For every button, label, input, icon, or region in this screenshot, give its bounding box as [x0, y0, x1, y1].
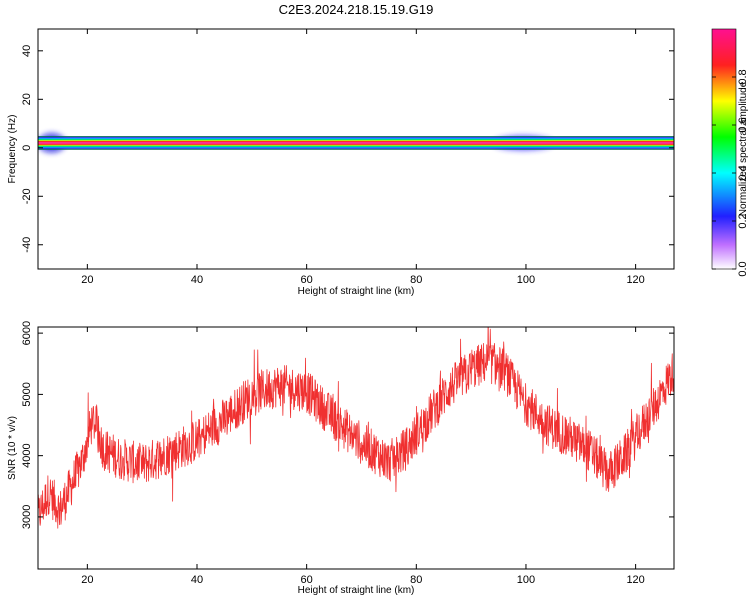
spectrogram-y-axis: -40 -20 0 20 40: [21, 45, 674, 253]
colorbar-tick-label: 0.2: [737, 213, 749, 228]
colorbar-tick-label: 0.8: [737, 69, 749, 84]
figure-title: C2E3.2024.218.15.19.G19: [279, 2, 434, 17]
spectrogram-frame: [37, 28, 675, 270]
spectrogram-x-axis: 20 40 60 80 100 120: [81, 29, 645, 286]
spectrogram-plot-area: [38, 133, 674, 153]
snr-x-axis: 20 40 60 80 100 120: [81, 327, 645, 586]
spectrogram-x-tick-label: 40: [191, 274, 203, 286]
spectrogram-y-axis-label: Frequency (Hz): [7, 115, 18, 184]
snr-x-tick-label: 120: [626, 574, 644, 586]
snr-x-tick-label: 20: [81, 574, 93, 586]
colorbar-tick-label: 0.6: [737, 117, 749, 132]
colorbar-gradient: [711, 28, 737, 270]
snr-x-tick-label: 40: [191, 574, 203, 586]
colorbar-label: Normalized spectral amplitude: [738, 81, 749, 216]
spectrogram-y-tick-label: -20: [21, 188, 33, 204]
snr-x-axis-label: Height of straight line (km): [298, 585, 415, 596]
spectrogram-y-tick-label: -40: [21, 237, 33, 253]
snr-frame: [37, 326, 675, 570]
snr-y-tick-label: 6000: [21, 321, 33, 345]
snr-panel: 20 40 60 80 100 120 3000 4000 5000 6000 Height o…: [7, 321, 675, 596]
colorbar-ticks: 0.0 0.2 0.4 0.6 0.8: [712, 69, 749, 277]
snr-y-axis: 3000 4000 5000 6000: [21, 321, 674, 529]
spectrogram-x-tick-label: 20: [81, 274, 93, 286]
colorbar-tick-label: 0.0: [737, 261, 749, 276]
spectrogram-y-tick-label: 40: [21, 45, 33, 57]
spectrogram-y-tick-label: 20: [21, 93, 33, 105]
snr-x-tick-label: 100: [517, 574, 535, 586]
snr-series-line: [38, 327, 674, 529]
colorbar: 0.0 0.2 0.4 0.6 0.8 Normalized spectral ampl…: [711, 28, 749, 277]
snr-y-tick-label: 4000: [21, 443, 33, 467]
spectrogram-y-tick-label: 0: [21, 145, 33, 151]
spectrogram-x-tick-label: 80: [410, 274, 422, 286]
snr-plot-area: [38, 327, 674, 529]
colorbar-tick-label: 0.4: [737, 165, 749, 180]
spectrogram-x-tick-label: 60: [301, 274, 313, 286]
snr-y-axis-label: SNR (10 * v/v): [7, 416, 18, 480]
spectrogram-panel: 20 40 60 80 100 120 -40 -20 0 20 40 Height of str…: [7, 28, 675, 297]
spectrogram-ridge-band: [38, 142, 674, 144]
spectrogram-x-tick-label: 120: [626, 274, 644, 286]
snr-x-tick-label: 80: [410, 574, 422, 586]
spectrogram-x-tick-label: 100: [517, 274, 535, 286]
spectrogram-x-axis-label: Height of straight line (km): [298, 286, 415, 297]
snr-x-tick-label: 60: [301, 574, 313, 586]
snr-y-tick-label: 5000: [21, 382, 33, 406]
snr-y-tick-label: 3000: [21, 505, 33, 529]
